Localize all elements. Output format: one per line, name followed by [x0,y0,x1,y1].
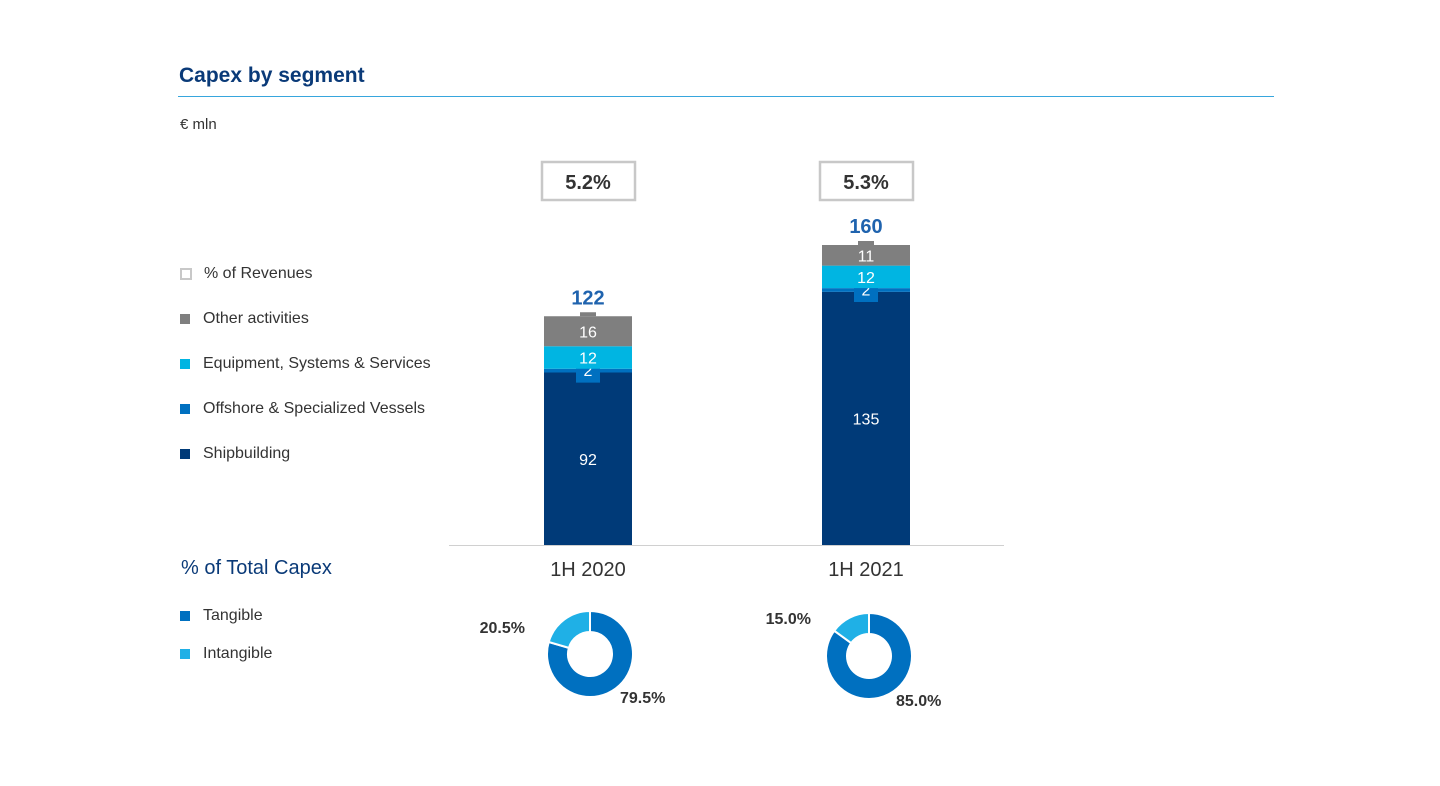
bar-segment-0-1 [822,291,910,545]
donut-slice-tangible [825,611,913,700]
donut-slice-label: 20.5% [480,620,525,637]
bar-value-label: 2 [862,283,871,300]
bar-total-label: 160 [849,216,882,238]
bar-value-label: 11 [858,248,875,265]
bar-value-label: 12 [857,270,875,287]
bar-value-label: 92 [579,452,597,469]
bar-value-label: 2 [584,363,593,380]
bar-segment-3-1 [822,245,910,266]
legend-item-offshore: Offshore & Specialized Vessels [180,399,425,419]
donut-slice-label: 79.5% [620,690,665,707]
bar-total-label: 122 [571,287,604,309]
bar-value-label: 135 [853,411,880,428]
legend-item-shipbuilding: Shipbuilding [180,444,290,464]
page-title: Capex by segment [179,64,365,87]
legend-swatch-equipment [180,359,190,369]
donut-slice-label: 15.0% [766,611,811,628]
legend-item-intangible: Intangible [180,644,272,664]
x-tick-label: 1H 2020 [550,559,626,581]
pct-revenues-box [540,160,637,202]
x-tick-label: 1H 2021 [828,559,904,581]
bar-total-connector [580,312,596,317]
bar-segment-2-1 [822,265,910,289]
bar-segment-0-0 [544,372,632,545]
pct-revenues-box [818,160,915,202]
legend-swatch-shipbuilding [180,449,190,459]
pct-revenues-label: 5.2% [565,172,611,194]
unit-label: € mln [180,116,217,133]
legend-swatch-tangible [180,611,190,621]
bar-total-connector [858,241,874,245]
pct-total-title: % of Total Capex [181,557,332,579]
bar-segment-3-0 [544,316,632,347]
bar-segment-2-0 [544,346,632,369]
legend-item-other-activities: Other activities [180,309,309,329]
donut-slice-tangible [546,609,634,698]
legend-label: Other activities [203,310,309,327]
legend-swatch-other-activities [180,314,190,324]
legend-label: Equipment, Systems & Services [203,355,431,372]
legend-label: Shipbuilding [203,445,291,462]
title-divider [178,96,1274,97]
legend-label: Offshore & Specialized Vessels [203,400,426,417]
legend-swatch-offshore [180,404,190,414]
legend-swatch-intangible [180,649,190,659]
legend-label: % of Revenues [204,265,313,282]
legend-label: Tangible [203,607,263,624]
donut-slice-label: 85.0% [896,693,941,710]
donut-slice-intangible [832,611,870,645]
bar-value-label: 16 [579,324,597,341]
legend-label: Intangible [203,645,273,662]
legend-item-revenues: % of Revenues [180,264,313,284]
donut-slice-intangible [547,609,591,650]
legend-swatch-revenues [180,268,192,280]
pct-revenues-label: 5.3% [843,172,889,194]
legend-item-equipment: Equipment, Systems & Services [180,354,431,374]
bar-value-label: 12 [579,351,597,368]
legend-item-tangible: Tangible [180,606,263,626]
